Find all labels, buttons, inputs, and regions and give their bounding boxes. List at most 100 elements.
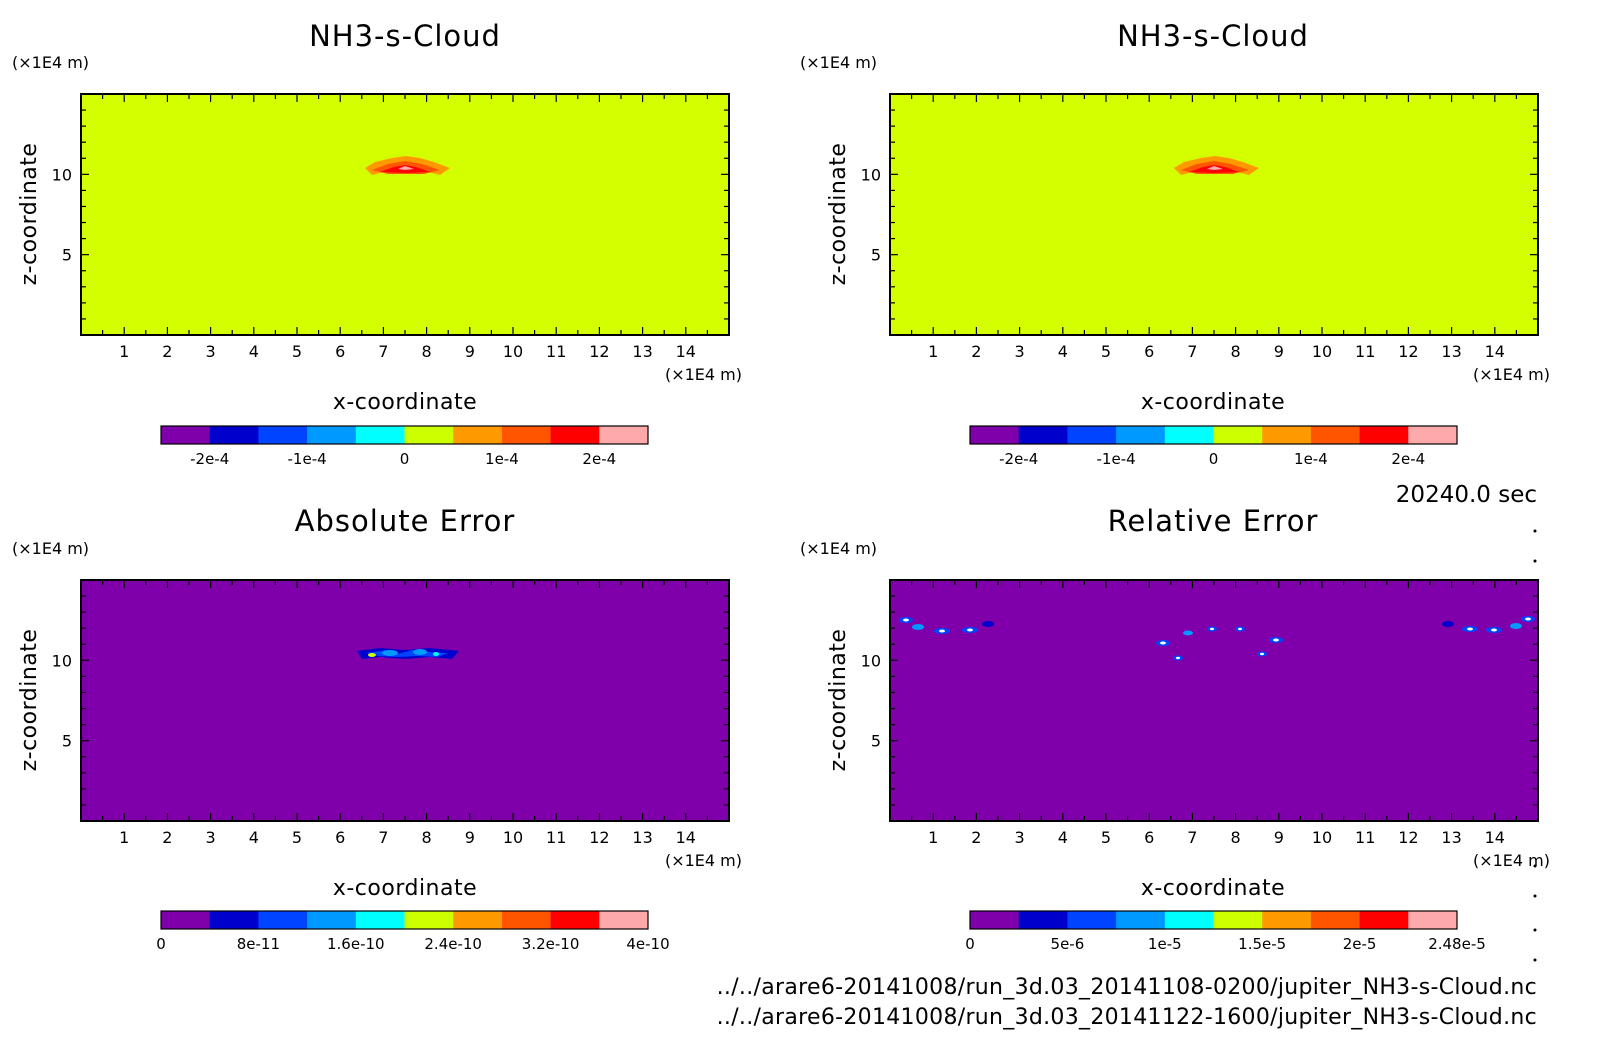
x-tick-label: 4	[249, 342, 259, 361]
colorbar-label: 0	[1209, 450, 1219, 468]
x-tick-label: 13	[1441, 828, 1461, 847]
colorbar-swatch	[1213, 911, 1263, 929]
panel-3-absolute-error: Absolute Error (×1E4 m) 1 2 3 4 5 6 7 8 9 10 11 12 1…	[12, 504, 742, 953]
colorbar-swatch	[258, 426, 308, 444]
panel-1-cloud-feature	[365, 156, 450, 175]
x-tick-label: 5	[1101, 342, 1111, 361]
y-tick-label: 5	[871, 246, 881, 265]
panel-4-error-feature	[899, 616, 1535, 661]
panel-1-colorbar: -2e-4 -1e-4 0 1e-4 2e-4	[160, 425, 649, 468]
x-tick-label: 3	[206, 828, 216, 847]
x-tick-label: 4	[1058, 828, 1068, 847]
panel-1-y-label: z-coordinate	[17, 143, 42, 286]
x-tick-label: 1	[119, 828, 129, 847]
colorbar-swatch	[1067, 911, 1117, 929]
colorbar-swatch	[355, 426, 405, 444]
panel-1-title: NH3-s-Cloud	[309, 19, 501, 53]
x-tick-label: 8	[422, 828, 432, 847]
colorbar-label: 1e-4	[485, 450, 519, 468]
colorbar-swatch	[1067, 426, 1117, 444]
panel-2-x-label: x-coordinate	[1141, 390, 1285, 415]
x-tick-label: 4	[1058, 342, 1068, 361]
x-tick-label: 8	[1231, 828, 1241, 847]
x-tick-label: 10	[503, 828, 523, 847]
y-tick-label: 5	[62, 732, 72, 751]
panel-4-x-unit: (×1E4 m)	[1473, 851, 1550, 870]
panel-1-plot-area	[81, 94, 729, 335]
colorbar-label: 2e-4	[582, 450, 616, 468]
panel-4-y-label: z-coordinate	[826, 629, 851, 772]
time-label: 20240.0 sec	[1396, 482, 1537, 508]
y-tick-label: 10	[52, 651, 72, 670]
colorbar-swatch	[501, 911, 552, 929]
colorbar-swatch	[550, 426, 600, 444]
colorbar-swatch	[258, 911, 308, 929]
colorbar-label: 0	[400, 450, 410, 468]
colorbar-label: 1e-5	[1148, 935, 1182, 953]
x-tick-label: 8	[422, 342, 432, 361]
colorbar-swatch	[307, 426, 357, 444]
x-tick-label: 4	[249, 828, 259, 847]
x-tick-label: 12	[1398, 342, 1418, 361]
colorbar-swatch	[404, 911, 454, 929]
colorbar-label: 8e-11	[237, 935, 280, 953]
colorbar-swatch	[355, 911, 405, 929]
colorbar-label: 1.6e-10	[327, 935, 385, 953]
colorbar-swatch	[307, 911, 357, 929]
x-tick-label: 1	[928, 342, 938, 361]
panel-2-cloud-feature	[1174, 156, 1259, 175]
x-tick-label: 3	[1015, 828, 1025, 847]
x-tick-label: 11	[546, 342, 566, 361]
x-tick-label: 3	[206, 342, 216, 361]
panel-3-y-unit: (×1E4 m)	[12, 539, 89, 558]
colorbar-swatch	[1018, 911, 1068, 929]
colorbar-label: -2e-4	[190, 450, 229, 468]
x-tick-label: 6	[335, 342, 345, 361]
panel-1-x-unit: (×1E4 m)	[665, 365, 742, 384]
panel-3-y-label: z-coordinate	[17, 629, 42, 772]
colorbar-label: 2.4e-10	[424, 935, 482, 953]
x-tick-label: 2	[162, 342, 172, 361]
y-tick-label: 10	[861, 165, 881, 184]
panel-4-plot-area	[890, 580, 1538, 821]
colorbar-swatch	[970, 426, 1020, 444]
colorbar-label: 2e-5	[1343, 935, 1377, 953]
colorbar-swatch	[1164, 426, 1214, 444]
x-tick-label: 1	[119, 342, 129, 361]
colorbar-swatch	[1164, 911, 1214, 929]
x-tick-label: 9	[1274, 342, 1284, 361]
x-tick-label: 11	[1355, 342, 1375, 361]
colorbar-swatch	[1408, 426, 1458, 444]
x-tick-label: 14	[1485, 828, 1505, 847]
panel-4-colorbar: 0 5e-6 1e-5 1.5e-5 2e-5 2.48e-5	[965, 910, 1486, 953]
panel-4-y-unit: (×1E4 m)	[800, 539, 877, 558]
panel-2-y-label: z-coordinate	[826, 143, 851, 286]
x-tick-label: 1	[928, 828, 938, 847]
panel-2-plot-area	[890, 94, 1538, 335]
panel-2-nh3-cloud: NH3-s-Cloud (×1E4 m) 1 2 3 4 5 6 7 8 9 10 11 12 13 14…	[800, 19, 1550, 468]
panel-3-title: Absolute Error	[295, 504, 516, 538]
x-tick-label: 5	[292, 342, 302, 361]
x-tick-label: 14	[1485, 342, 1505, 361]
colorbar-label: 1.5e-5	[1238, 935, 1286, 953]
x-tick-label: 13	[632, 828, 652, 847]
x-tick-label: 7	[1187, 828, 1197, 847]
colorbar-frame	[160, 910, 649, 930]
x-tick-label: 10	[503, 342, 523, 361]
x-tick-label: 7	[378, 342, 388, 361]
colorbar-frame	[160, 425, 649, 445]
colorbar-swatch	[1213, 426, 1263, 444]
x-tick-label: 5	[1101, 828, 1111, 847]
x-tick-label: 14	[676, 828, 696, 847]
colorbar-label: 5e-6	[1051, 935, 1085, 953]
colorbar-swatch	[161, 426, 211, 444]
x-tick-label: 5	[292, 828, 302, 847]
colorbar-label: 4e-10	[626, 935, 669, 953]
y-tick-label: 10	[861, 651, 881, 670]
colorbar-frame	[969, 910, 1458, 930]
colorbar-label: 2.48e-5	[1428, 935, 1486, 953]
file-path-1: ../../arare6-20141008/run_3d.03_20141108…	[717, 975, 1537, 1000]
colorbar-label: 3.2e-10	[522, 935, 580, 953]
